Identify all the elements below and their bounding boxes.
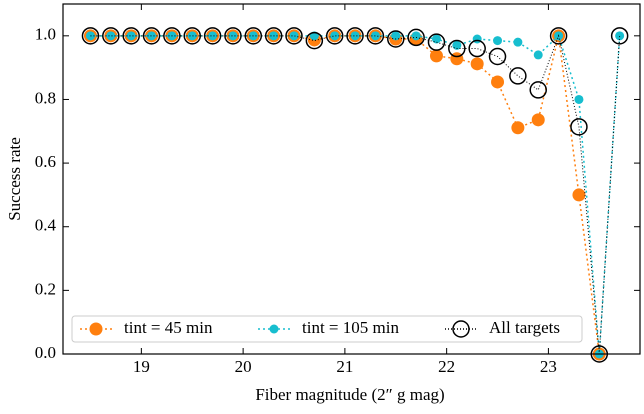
point — [366, 27, 385, 45]
series — [81, 27, 629, 363]
point — [488, 47, 507, 66]
point — [81, 27, 100, 45]
point — [574, 94, 584, 104]
point — [493, 36, 503, 46]
point — [429, 49, 443, 63]
point — [531, 113, 545, 127]
point — [472, 34, 482, 44]
legend-label: tint = 105 min — [302, 318, 399, 337]
x-tick-label: 20 — [235, 357, 252, 376]
point — [330, 31, 340, 41]
x-tick-label: 21 — [336, 357, 353, 376]
point — [370, 31, 380, 41]
point — [431, 34, 441, 44]
y-tick-label: 0.8 — [35, 88, 56, 107]
point — [102, 27, 120, 45]
x-tick-label: 23 — [540, 357, 557, 376]
x-tick-label: 19 — [133, 357, 150, 376]
point — [427, 33, 446, 51]
point — [513, 37, 523, 47]
legend: tint = 45 min tint = 105 min All targets — [71, 315, 583, 343]
point — [350, 31, 360, 41]
point — [264, 27, 283, 45]
series-line — [90, 35, 601, 355]
series — [85, 31, 625, 359]
point — [285, 27, 303, 45]
point — [183, 27, 201, 45]
point — [187, 31, 197, 41]
series-line — [90, 34, 621, 355]
point — [549, 27, 568, 45]
point — [570, 118, 588, 136]
point — [228, 31, 238, 41]
point — [468, 39, 486, 58]
point — [407, 28, 425, 47]
point — [387, 30, 405, 48]
y-axis-label: Success rate — [5, 137, 24, 221]
point — [470, 57, 484, 71]
point — [511, 121, 525, 135]
x-tick-label: 22 — [438, 357, 455, 376]
y-tick-label: 0.2 — [35, 279, 56, 298]
point — [203, 27, 222, 45]
point — [411, 31, 421, 41]
point — [572, 188, 586, 202]
y-tick-label: 0.6 — [35, 152, 56, 171]
legend-marker — [269, 324, 279, 334]
point — [533, 50, 543, 60]
point — [305, 31, 324, 50]
point — [122, 27, 140, 45]
point — [163, 27, 181, 45]
legend-marker — [89, 322, 103, 336]
legend-box — [71, 315, 583, 343]
point — [529, 81, 547, 99]
point — [289, 31, 299, 41]
point — [391, 31, 401, 41]
point — [448, 39, 466, 58]
series-line — [90, 34, 621, 355]
point — [208, 31, 218, 41]
point — [509, 67, 527, 85]
legend-marker — [452, 320, 470, 338]
legend-label: tint = 45 min — [124, 318, 213, 337]
point — [224, 27, 242, 45]
y-tick-label: 1.0 — [35, 25, 56, 44]
point — [325, 27, 344, 45]
point — [142, 27, 161, 45]
point — [126, 31, 136, 41]
point — [106, 31, 116, 41]
point — [244, 27, 263, 45]
y-tick-label: 0.4 — [35, 216, 57, 235]
series — [83, 29, 606, 361]
point — [147, 31, 157, 41]
point — [610, 27, 629, 45]
plot-frame — [62, 3, 641, 355]
point — [450, 52, 464, 66]
legend-label: All targets — [489, 318, 560, 337]
y-tick-label: 0.0 — [35, 343, 56, 362]
point — [491, 75, 505, 89]
point — [346, 27, 364, 45]
point — [615, 31, 625, 41]
x-axis-label: Fiber magnitude (2″ g mag) — [255, 385, 444, 404]
